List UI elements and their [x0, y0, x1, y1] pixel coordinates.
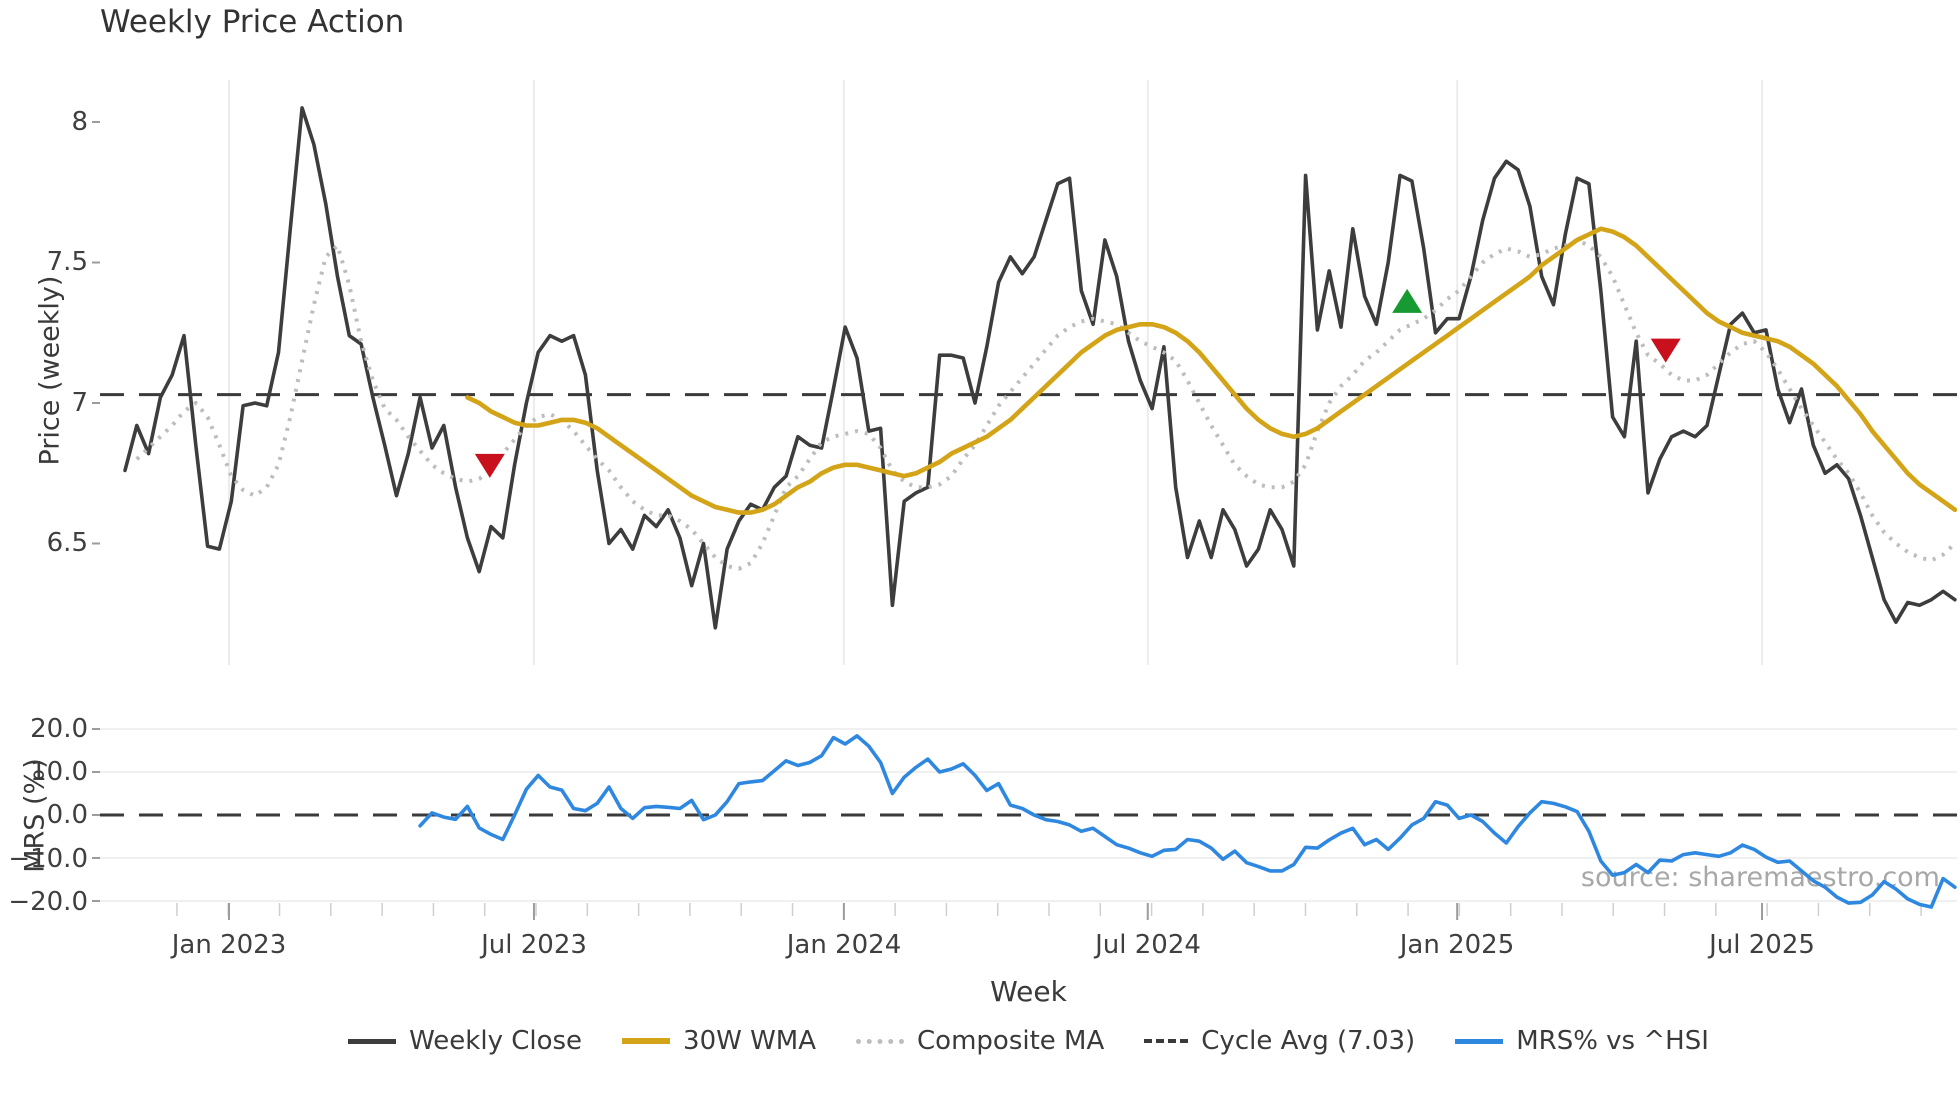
mrs-axis-label: MRS (%) [19, 758, 51, 873]
xtick-jul-2024: Jul 2024 [1095, 930, 1201, 960]
chart-title: Weekly Price Action [100, 4, 405, 40]
xtick-jul-2023: Jul 2023 [481, 930, 587, 960]
mrs-line-swatch [1455, 1038, 1504, 1044]
price-ytick-7-5: 7.5 [46, 247, 88, 277]
legend-item-weekly-close: Weekly Close [348, 1026, 582, 1056]
mrs-ytick-10: 10.0 [30, 757, 88, 787]
xtick-jan-2025: Jan 2025 [1399, 930, 1515, 960]
legend-item-30w-wma: 30W WMA [622, 1026, 816, 1056]
wma-line-swatch [622, 1038, 671, 1044]
cycle-avg-line-swatch [1144, 1039, 1189, 1043]
composite-ma-line-swatch [856, 1038, 905, 1044]
legend-item-composite-ma: Composite MA [856, 1026, 1104, 1056]
x-axis-label: Week [990, 975, 1067, 1008]
weekly-close-line-swatch [348, 1038, 397, 1044]
legend-label: Weekly Close [409, 1026, 583, 1056]
mrs-ytick-0: 0.0 [46, 800, 88, 830]
xtick-jul-2025: Jul 2025 [1709, 930, 1815, 960]
legend-item-mrs: MRS% vs ^HSI [1455, 1026, 1709, 1056]
price-ytick-7: 7 [71, 388, 88, 418]
price-axis-label: Price (weekly) [34, 275, 66, 466]
legend: Weekly Close 30W WMA Composite MA Cycle … [100, 1026, 1957, 1056]
xtick-jan-2024: Jan 2024 [786, 930, 902, 960]
legend-label: Cycle Avg (7.03) [1201, 1026, 1416, 1056]
legend-label: Composite MA [917, 1026, 1105, 1056]
mrs-ytick-20: 20.0 [30, 714, 88, 744]
legend-label: 30W WMA [683, 1026, 817, 1056]
mrs-ytick-neg10: −10.0 [8, 844, 88, 874]
legend-label: MRS% vs ^HSI [1516, 1026, 1709, 1056]
mrs-ytick-neg20: −20.0 [8, 887, 88, 917]
price-ytick-6-5: 6.5 [46, 528, 88, 558]
price-ytick-8: 8 [71, 107, 88, 137]
legend-item-cycle-avg: Cycle Avg (7.03) [1144, 1026, 1415, 1056]
xtick-jan-2023: Jan 2023 [171, 930, 287, 960]
